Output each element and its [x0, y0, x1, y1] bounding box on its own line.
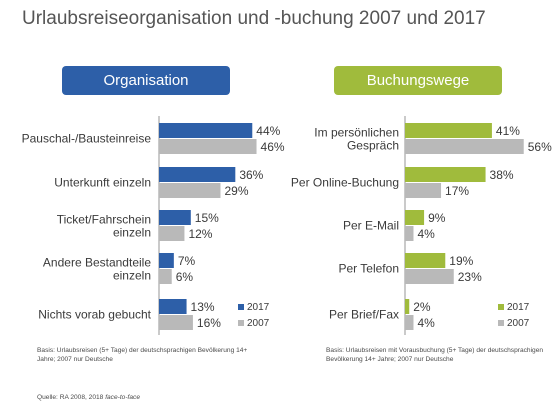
organisation-value-2017-ticket-fahrschein-einzeln: 15%: [195, 211, 219, 225]
buchungswege-bar-2007-per-online-buchung: [405, 183, 442, 198]
buchungswege-value-2007-im-persönlichen-gespräch: 56%: [528, 140, 552, 154]
organisation-bar-2007-andere-bestandteile-einzeln: [159, 269, 172, 284]
buchungswege-value-2017-im-persönlichen-gespräch: 41%: [496, 124, 520, 138]
basis-note-right: Basis: Urlaubsreisen mit Vorausbuchung (…: [326, 347, 544, 363]
organisation-category-label-line: einzeln: [113, 269, 151, 283]
buchungswege-category-label-line: Gespräch: [347, 139, 399, 153]
buchungswege-bar-2017-per-telefon: [405, 253, 446, 268]
buchungswege-category-label-per-brief-fax: Per Brief/Fax: [329, 308, 399, 322]
organisation-value-2017-nichts-vorab-gebucht: 13%: [191, 300, 215, 314]
buchungswege-bar-2007-per-e-mail: [405, 226, 414, 241]
buchungswege-bar-2007-per-brief-fax: [405, 315, 414, 330]
organisation-bar-2007-nichts-vorab-gebucht: [159, 315, 193, 330]
buchungswege-category-label-line: Im persönlichen: [314, 126, 399, 140]
buchungswege-value-2017-per-brief-fax: 2%: [413, 300, 431, 314]
buchungswege-bar-2007-per-telefon: [405, 269, 454, 284]
organisation-value-2017-andere-bestandteile-einzeln: 7%: [178, 254, 196, 268]
buchungswege-value-2017-per-telefon: 19%: [449, 254, 473, 268]
organisation-category-label-line: Andere Bestandteile: [43, 256, 151, 270]
organisation-value-2007-nichts-vorab-gebucht: 16%: [197, 316, 221, 330]
buchungswege-bar-2017-im-persönlichen-gespräch: [405, 123, 492, 138]
buchungswege-category-label-per-online-buchung: Per Online-Buchung: [291, 176, 399, 190]
buchungswege-bar-2007-im-persönlichen-gespräch: [405, 139, 524, 154]
buchungswege-value-2007-per-online-buchung: 17%: [445, 184, 469, 198]
source-note: Quelle: RA 2008, 2018 face-to-face: [37, 394, 140, 401]
organisation-value-2007-andere-bestandteile-einzeln: 6%: [176, 270, 194, 284]
buchungswege-value-2007-per-telefon: 23%: [458, 270, 482, 284]
organisation-panel-header: Organisation: [62, 66, 230, 95]
source-prefix: Quelle: RA 2008, 2018: [37, 394, 106, 401]
buchungswege-bar-2017-per-brief-fax: [405, 299, 410, 314]
source-method: face-to-face: [105, 394, 141, 401]
buchungswege-legend-label-2017: 2017: [507, 302, 530, 313]
organisation-bar-2007-unterkunft-einzeln: [159, 183, 221, 198]
buchungswege-category-label-im-persönlichen-gespräch: Im persönlichen Gespräch: [314, 126, 399, 153]
organisation-value-2017-unterkunft-einzeln: 36%: [239, 168, 263, 182]
buchungswege-value-2007-per-e-mail: 4%: [417, 227, 435, 241]
buchungswege-legend-swatch-2007: [498, 320, 504, 326]
organisation-category-label-line: Ticket/Fahrschein: [57, 213, 151, 227]
organisation-bar-2007-pauschal-bausteinreise: [159, 139, 257, 154]
organisation-value-2017-pauschal-bausteinreise: 44%: [256, 124, 280, 138]
organisation-category-label-line: einzeln: [113, 226, 151, 240]
buchungswege-value-2007-per-brief-fax: 4%: [417, 316, 435, 330]
buchungswege-panel-header: Buchungswege: [334, 66, 502, 95]
organisation-bar-2017-pauschal-bausteinreise: [159, 123, 253, 138]
organisation-bar-2007-ticket-fahrschein-einzeln: [159, 226, 185, 241]
organisation-legend-swatch-2017: [238, 304, 244, 310]
organisation-bar-2017-ticket-fahrschein-einzeln: [159, 210, 191, 225]
organisation-category-label-andere-bestandteile-einzeln: Andere Bestandteile einzeln: [43, 256, 151, 283]
buchungswege-category-label-per-telefon: Per Telefon: [339, 262, 400, 276]
buchungswege-value-2017-per-online-buchung: 38%: [490, 168, 514, 182]
organisation-value-2007-ticket-fahrschein-einzeln: 12%: [188, 227, 212, 241]
buchungswege-legend-label-2007: 2007: [507, 318, 530, 329]
buchungswege-category-label-per-e-mail: Per E-Mail: [343, 219, 399, 233]
organisation-legend-label-2007: 2007: [247, 318, 270, 329]
organisation-legend-swatch-2007: [238, 320, 244, 326]
buchungswege-value-2017-per-e-mail: 9%: [428, 211, 446, 225]
organisation-bar-2017-andere-bestandteile-einzeln: [159, 253, 174, 268]
organisation-value-2007-unterkunft-einzeln: 29%: [224, 184, 248, 198]
organisation-bar-2017-unterkunft-einzeln: [159, 167, 236, 182]
buchungswege-legend-swatch-2017: [498, 304, 504, 310]
organisation-legend-label-2017: 2017: [247, 302, 270, 313]
organisation-value-2007-pauschal-bausteinreise: 46%: [261, 140, 285, 154]
organisation-category-label-pauschal-bausteinreise: Pauschal-/Bausteinreise: [22, 132, 152, 146]
organisation-bar-2017-nichts-vorab-gebucht: [159, 299, 187, 314]
chart-title: Urlaubsreiseorganisation und -buchung 20…: [22, 8, 486, 29]
buchungswege-bar-2017-per-e-mail: [405, 210, 425, 225]
organisation-category-label-ticket-fahrschein-einzeln: Ticket/Fahrschein einzeln: [57, 213, 151, 240]
buchungswege-bar-2017-per-online-buchung: [405, 167, 486, 182]
organisation-category-label-unterkunft-einzeln: Unterkunft einzeln: [54, 176, 151, 190]
organisation-category-label-nichts-vorab-gebucht: Nichts vorab gebucht: [38, 308, 151, 322]
basis-note-left: Basis: Urlaubsreisen (5+ Tage) der deuts…: [37, 347, 248, 363]
